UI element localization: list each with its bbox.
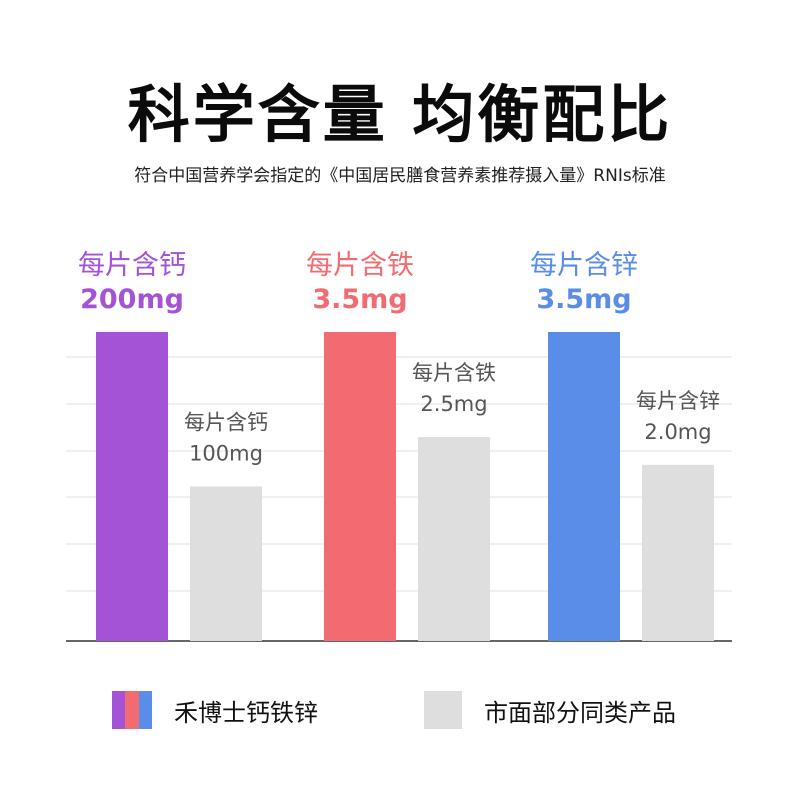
page-title: 科学含量 均衡配比 xyxy=(127,78,673,151)
legend-item-ours: 禾博士钙铁锌 xyxy=(112,690,318,730)
bar-market-label-name-calcium: 每片含钙 xyxy=(184,411,268,435)
bar-market-calcium xyxy=(190,486,262,641)
bar-ours-label-value-zinc: 3.5mg xyxy=(536,284,631,315)
bar-ours-label-name-iron: 每片含铁 xyxy=(306,250,414,281)
bar-ours-label-value-iron: 3.5mg xyxy=(312,284,407,315)
legend-swatch-market xyxy=(424,691,462,729)
bar-ours-label-value-calcium: 200mg xyxy=(80,284,184,315)
legend-swatch-ours xyxy=(112,691,152,729)
swatch-calcium xyxy=(112,691,126,729)
bar-market-label-value-calcium: 100mg xyxy=(189,442,263,466)
bar-ours-label-name-calcium: 每片含钙 xyxy=(78,250,186,281)
bar-market-label-value-iron: 2.5mg xyxy=(420,392,487,416)
swatch-zinc xyxy=(138,691,152,729)
bar-market-label-name-zinc: 每片含锌 xyxy=(636,389,720,413)
bar-ours-zinc xyxy=(548,332,620,641)
bar-ours-label-name-zinc: 每片含锌 xyxy=(530,250,638,281)
bar-market-zinc xyxy=(642,464,714,641)
swatch-iron xyxy=(125,691,139,729)
bar-ours-calcium xyxy=(96,332,168,641)
bar-chart: 每片含钙200mg每片含钙100mg每片含铁3.5mg每片含铁2.5mg每片含锌… xyxy=(66,250,732,642)
legend-label-market: 市面部分同类产品 xyxy=(484,698,676,727)
legend-label-ours: 禾博士钙铁锌 xyxy=(174,698,318,727)
bar-ours-iron xyxy=(324,332,396,641)
page-subtitle: 符合中国营养学会指定的《中国居民膳食营养素推荐摄入量》RNIs标准 xyxy=(134,166,666,186)
legend-item-market: 市面部分同类产品 xyxy=(424,690,676,730)
bar-market-label-name-iron: 每片含铁 xyxy=(412,361,496,385)
bar-market-iron xyxy=(418,437,490,641)
bar-market-label-value-zinc: 2.0mg xyxy=(644,420,711,444)
